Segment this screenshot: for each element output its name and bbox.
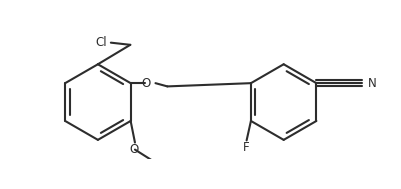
Text: O: O xyxy=(129,143,138,156)
Text: N: N xyxy=(368,77,377,90)
Text: O: O xyxy=(141,77,150,90)
Text: F: F xyxy=(243,141,250,154)
Text: Cl: Cl xyxy=(96,36,107,49)
